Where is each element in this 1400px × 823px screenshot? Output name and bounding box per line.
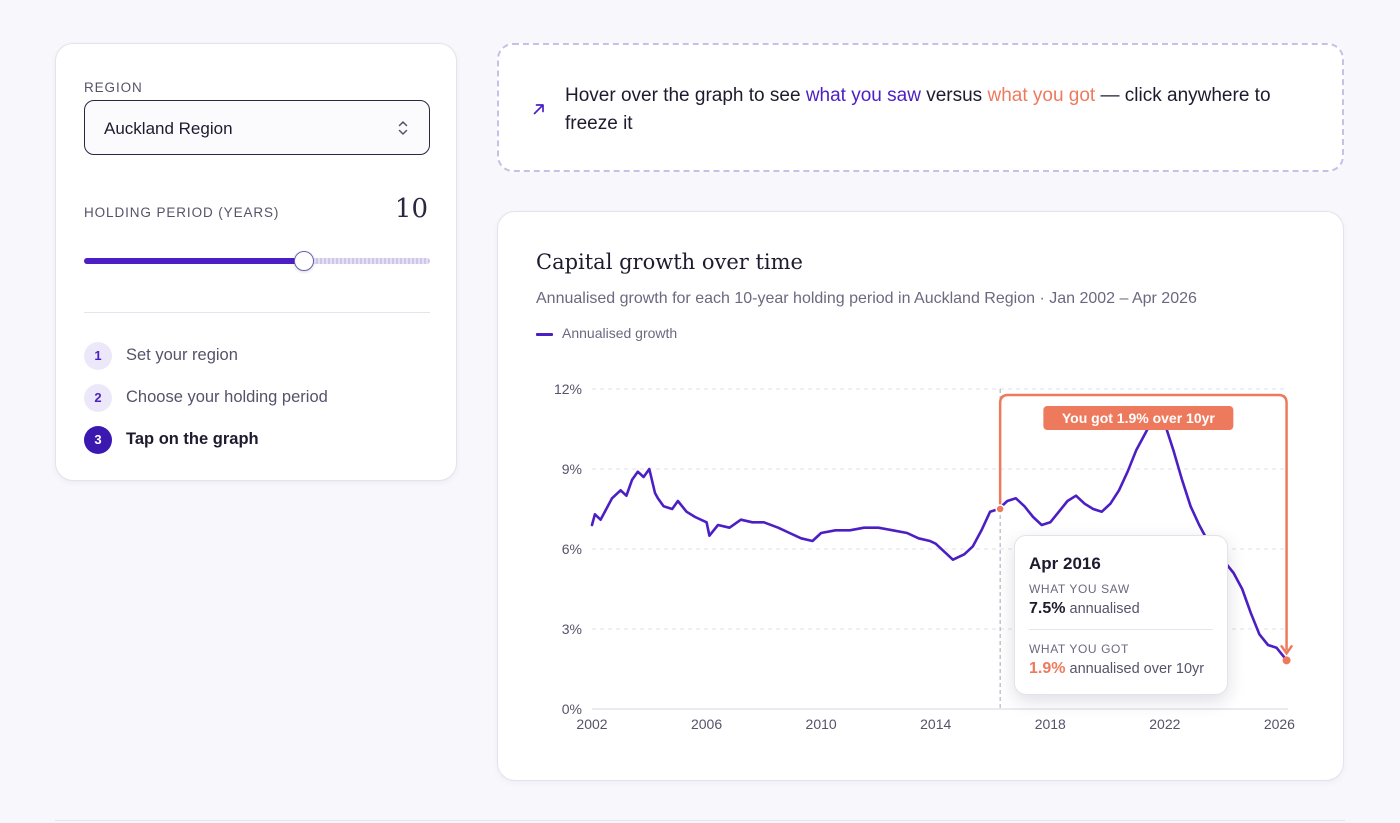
y-tick-label: 0% <box>562 701 582 717</box>
hint-prefix: Hover over the graph to see <box>565 85 806 106</box>
hint-what-you-saw: what you saw <box>805 85 921 106</box>
step-number: 1 <box>84 342 112 370</box>
callout-arrowhead <box>1280 645 1293 656</box>
region-select-value: Auckland Region <box>104 119 233 138</box>
y-tick-label: 12% <box>554 381 582 397</box>
region-select[interactable]: Auckland Region <box>84 100 430 155</box>
x-tick-label: 2014 <box>920 716 951 732</box>
chart-card: Capital growth over time Annualised grow… <box>497 211 1344 781</box>
slider-fill <box>84 258 304 264</box>
tooltip-date: Apr 2016 <box>1029 554 1101 573</box>
chevron-up-down-icon <box>398 121 408 135</box>
y-tick-label: 3% <box>562 621 582 637</box>
tooltip-got-label: WHAT YOU GOT <box>1029 642 1129 656</box>
hint-box: Hover over the graph to see what you saw… <box>497 43 1344 172</box>
step-label: Choose your holding period <box>126 388 328 406</box>
legend-swatch <box>536 333 553 336</box>
callout-label: You got 1.9% over 10yr <box>1062 410 1216 426</box>
hint-suffix: — click anywhere to freeze it <box>565 85 1271 134</box>
controls-panel: REGION Auckland Region HOLDING PERIOD (Y… <box>55 43 457 481</box>
tooltip-got-value: 1.9% <box>1029 660 1066 677</box>
region-label: REGION <box>84 80 143 95</box>
holding-period-slider[interactable] <box>84 250 430 274</box>
tooltip-separator <box>1029 629 1213 630</box>
x-tick-label: 2010 <box>806 716 837 732</box>
x-tick-label: 2002 <box>576 716 607 732</box>
tooltip-saw-suffix: annualised <box>1069 601 1140 617</box>
x-tick-label: 2022 <box>1149 716 1180 732</box>
x-tick-label: 2006 <box>691 716 722 732</box>
step-number: 2 <box>84 384 112 412</box>
tooltip-got-row: 1.9% annualised over 10yr <box>1029 660 1204 678</box>
tooltip-saw-value: 7.5% <box>1029 600 1066 617</box>
hint-middle: versus <box>920 85 988 106</box>
chart-title: Capital growth over time <box>536 250 803 274</box>
x-tick-label: 2018 <box>1035 716 1066 732</box>
legend-label: Annualised growth <box>562 325 678 341</box>
chart-subtitle: Annualised growth for each 10-year holdi… <box>536 290 1197 307</box>
holding-period-label: HOLDING PERIOD (YEARS) <box>84 205 280 220</box>
callout-pill <box>1043 406 1234 430</box>
slider-thumb[interactable] <box>293 251 314 271</box>
series-line-annualised-growth <box>590 409 1287 660</box>
chart-tooltip: Apr 2016 WHAT YOU SAW 7.5% annualised WH… <box>1014 535 1228 695</box>
tooltip-saw-row: 7.5% annualised <box>1029 600 1140 618</box>
callout-bracket <box>998 393 1288 651</box>
tooltip-got-suffix: annualised over 10yr <box>1069 661 1205 677</box>
divider <box>84 312 430 313</box>
y-tick-label: 9% <box>562 461 582 477</box>
holding-period-value: 10 <box>394 194 428 224</box>
hint-text: Hover over the graph to see what you saw… <box>565 82 1325 138</box>
saw-point <box>995 504 1005 514</box>
step-label: Tap on the graph <box>126 430 259 448</box>
step-label: Set your region <box>126 346 238 364</box>
got-point <box>1282 656 1291 665</box>
bottom-rule <box>55 820 1345 821</box>
x-tick-label: 2026 <box>1264 716 1295 732</box>
step-number: 3 <box>84 426 112 454</box>
y-tick-label: 6% <box>562 541 582 557</box>
tooltip-saw-label: WHAT YOU SAW <box>1029 582 1130 596</box>
arrow-up-right-icon <box>533 104 544 115</box>
hint-what-you-got: what you got <box>987 85 1096 106</box>
